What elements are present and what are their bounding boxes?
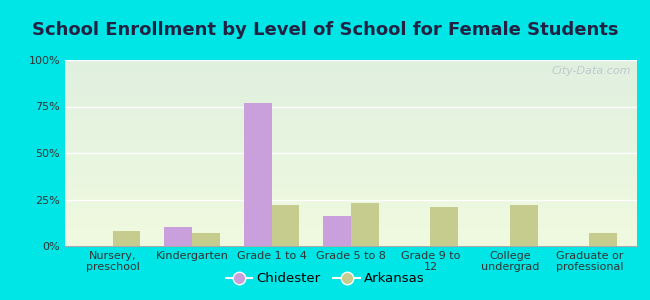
Bar bbox=[510, 205, 538, 246]
Bar bbox=[164, 227, 192, 246]
Bar bbox=[244, 103, 272, 246]
Text: City-Data.com: City-Data.com bbox=[552, 66, 631, 76]
Bar bbox=[351, 203, 379, 246]
Legend: Chidester, Arkansas: Chidester, Arkansas bbox=[220, 267, 430, 290]
Bar bbox=[430, 207, 458, 246]
Bar bbox=[112, 231, 140, 246]
Bar bbox=[192, 233, 220, 246]
Text: School Enrollment by Level of School for Female Students: School Enrollment by Level of School for… bbox=[32, 21, 618, 39]
Bar bbox=[590, 233, 617, 246]
Bar bbox=[272, 205, 300, 246]
Bar bbox=[323, 216, 351, 246]
